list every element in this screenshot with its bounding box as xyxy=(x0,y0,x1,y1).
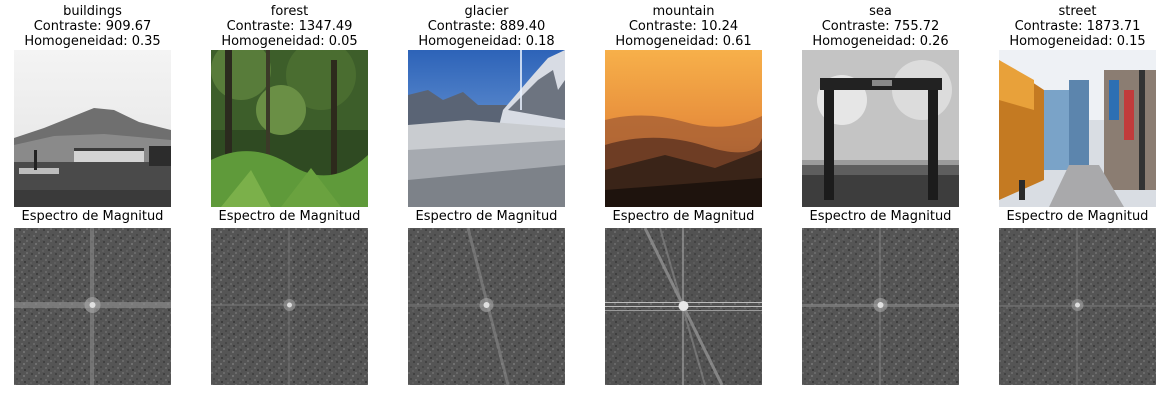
spectrum-sea xyxy=(802,228,959,385)
photo-forest xyxy=(211,50,368,207)
contraste-label: Contraste: 1873.71 xyxy=(1014,19,1141,34)
spectrum-glacier xyxy=(408,228,565,385)
panel-street: street Contraste: 1873.71 Homogeneidad: … xyxy=(999,0,1156,401)
spectrum-title: Espectro de Magnitud xyxy=(612,209,755,224)
spectrum-title: Espectro de Magnitud xyxy=(1006,209,1149,224)
category-label: street xyxy=(1058,4,1097,19)
photo-buildings xyxy=(14,50,171,207)
homogeneidad-label: Homogeneidad: 0.61 xyxy=(615,34,752,49)
homogeneidad-label: Homogeneidad: 0.26 xyxy=(812,34,949,49)
homogeneidad-label: Homogeneidad: 0.05 xyxy=(221,34,358,49)
spectrum-title: Espectro de Magnitud xyxy=(809,209,952,224)
photo-street xyxy=(999,50,1156,207)
category-label: forest xyxy=(270,4,309,19)
spectrum-mountain xyxy=(605,228,762,385)
spectrum-title: Espectro de Magnitud xyxy=(415,209,558,224)
spectrum-title: Espectro de Magnitud xyxy=(218,209,361,224)
photo-sea xyxy=(802,50,959,207)
panel-title: buildings Contraste: 909.67 Homogeneidad… xyxy=(0,4,201,49)
homogeneidad-label: Homogeneidad: 0.35 xyxy=(24,34,161,49)
panel-title: forest Contraste: 1347.49 Homogeneidad: … xyxy=(181,4,398,49)
spectrum-buildings xyxy=(14,228,171,385)
panel-title: mountain Contraste: 10.24 Homogeneidad: … xyxy=(575,4,792,49)
contraste-label: Contraste: 909.67 xyxy=(33,19,152,34)
panel-title: glacier Contraste: 889.40 Homogeneidad: … xyxy=(378,4,595,49)
panel-buildings: buildings Contraste: 909.67 Homogeneidad… xyxy=(14,0,171,401)
panel-sea: sea Contraste: 755.72 Homogeneidad: 0.26… xyxy=(802,0,959,401)
category-label: mountain xyxy=(652,4,715,19)
photo-mountain xyxy=(605,50,762,207)
panel-mountain: mountain Contraste: 10.24 Homogeneidad: … xyxy=(605,0,762,401)
category-label: glacier xyxy=(464,4,509,19)
contraste-label: Contraste: 1347.49 xyxy=(226,19,353,34)
panel-title: sea Contraste: 755.72 Homogeneidad: 0.26 xyxy=(772,4,989,49)
contraste-label: Contraste: 10.24 xyxy=(628,19,739,34)
homogeneidad-label: Homogeneidad: 0.18 xyxy=(418,34,555,49)
contraste-label: Contraste: 889.40 xyxy=(427,19,546,34)
panel-title: street Contraste: 1873.71 Homogeneidad: … xyxy=(969,4,1171,49)
photo-glacier xyxy=(408,50,565,207)
panel-glacier: glacier Contraste: 889.40 Homogeneidad: … xyxy=(408,0,565,401)
spectrum-street xyxy=(999,228,1156,385)
category-label: buildings xyxy=(63,4,122,19)
contraste-label: Contraste: 755.72 xyxy=(821,19,940,34)
spectrum-forest xyxy=(211,228,368,385)
homogeneidad-label: Homogeneidad: 0.15 xyxy=(1009,34,1146,49)
spectrum-title: Espectro de Magnitud xyxy=(21,209,164,224)
panel-forest: forest Contraste: 1347.49 Homogeneidad: … xyxy=(211,0,368,401)
category-label: sea xyxy=(869,4,892,19)
